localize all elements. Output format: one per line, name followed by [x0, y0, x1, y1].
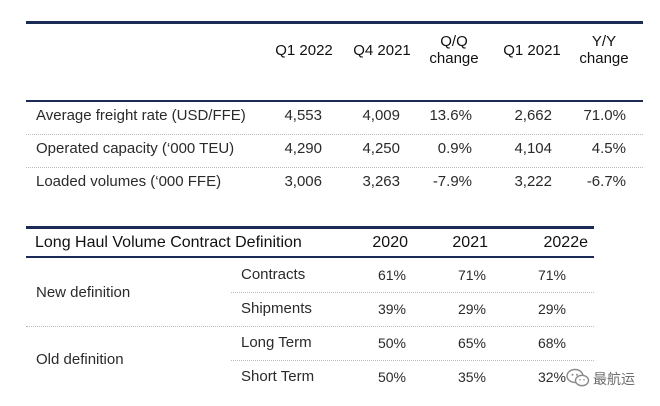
table-header-rule [26, 256, 594, 258]
cell-q4-2021: 4,250 [362, 140, 400, 157]
cell-q1-2021: 4,104 [514, 140, 552, 157]
row-label-short-term: Short Term [241, 368, 315, 385]
cell-yy-change: 71.0% [583, 107, 626, 124]
cell-2021: 35% [457, 369, 486, 385]
row-label-shipments: Shipments [241, 300, 312, 317]
row-separator [231, 292, 594, 293]
cell-2020: 39% [377, 301, 406, 317]
watermark-text: 最航运 [593, 372, 635, 388]
cell-2021: 71% [457, 267, 486, 283]
group-label-old-definition: Old definition [36, 351, 124, 368]
row-label-operated-capacity: Operated capacity (‘000 TEU) [36, 140, 235, 157]
cell-qq-change: 0.9% [437, 140, 472, 157]
header-yy-line1: Y/Y [591, 33, 617, 50]
cell-qq-change: 13.6% [429, 107, 472, 124]
row-separator [231, 360, 594, 361]
header-q4-2021: Q4 2021 [353, 42, 411, 59]
cell-q4-2021: 4,009 [362, 107, 400, 124]
cell-2020: 50% [377, 335, 406, 351]
row-label-contracts: Contracts [241, 266, 306, 283]
row-label-loaded-volumes: Loaded volumes (‘000 FFE) [36, 173, 222, 190]
cell-yy-change: 4.5% [591, 140, 626, 157]
table-top-rule [26, 226, 594, 229]
cell-q4-2021: 3,263 [362, 173, 400, 190]
cell-2022e: 29% [537, 301, 566, 317]
cell-q1-2021: 3,222 [514, 173, 552, 190]
cell-q1-2022: 3,006 [284, 173, 322, 190]
cell-2021: 65% [457, 335, 486, 351]
year-2022e: 2022e [543, 234, 589, 251]
watermark: 最航运 [566, 367, 656, 389]
cell-2022e: 71% [537, 267, 566, 283]
row-separator [26, 134, 643, 135]
cell-2020: 61% [377, 267, 406, 283]
cell-q1-2022: 4,290 [284, 140, 322, 157]
header-qq-change: Q/Q change [424, 33, 484, 67]
cell-q1-2021: 2,662 [514, 107, 552, 124]
wechat-icon [566, 368, 590, 387]
cell-q1-2022: 4,553 [284, 107, 322, 124]
header-yy-change: Y/Y change [574, 33, 634, 67]
cell-2021: 29% [457, 301, 486, 317]
table-title: Long Haul Volume Contract Definition [35, 234, 302, 251]
header-qq-line1: Q/Q [440, 33, 468, 50]
header-q1-2021: Q1 2021 [503, 42, 561, 59]
table-top-rule [26, 21, 643, 24]
table-header-rule [26, 100, 643, 102]
cell-2022e: 68% [537, 335, 566, 351]
row-separator [26, 167, 643, 168]
group-label-new-definition: New definition [36, 284, 131, 301]
header-q1-2022: Q1 2022 [275, 42, 333, 59]
cell-yy-change: -6.7% [586, 173, 626, 190]
cell-2020: 50% [377, 369, 406, 385]
header-qq-line2: change [429, 50, 479, 67]
year-2021: 2021 [452, 234, 488, 251]
row-label-freight-rate: Average freight rate (USD/FFE) [36, 107, 246, 124]
year-2020: 2020 [372, 234, 408, 251]
cell-qq-change: -7.9% [432, 173, 472, 190]
header-yy-line2: change [579, 50, 629, 67]
cell-2022e: 32% [537, 369, 566, 385]
row-label-long-term: Long Term [241, 334, 312, 351]
group-separator [26, 326, 594, 327]
